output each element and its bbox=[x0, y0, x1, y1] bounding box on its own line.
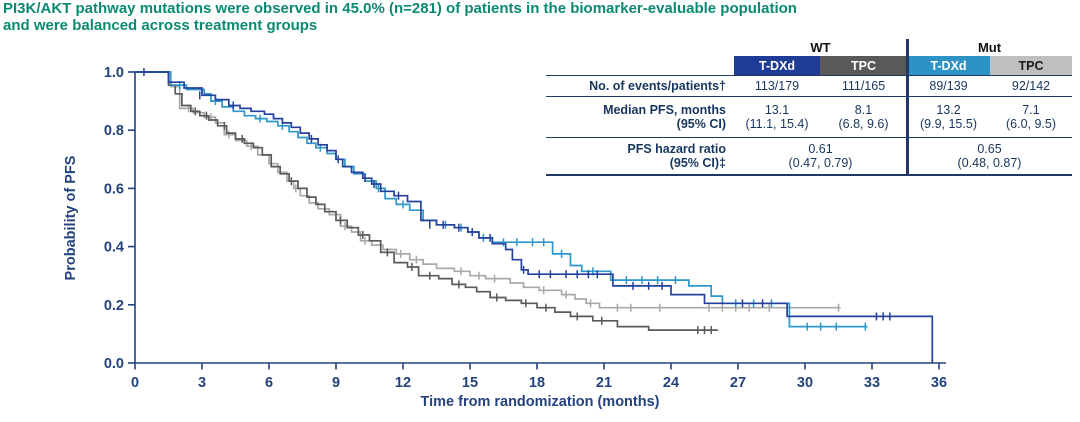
km-curve-tpc-wt bbox=[135, 71, 718, 331]
x-tick-label: 36 bbox=[931, 375, 947, 391]
median-tdxd-wt: 13.1 (11.1, 15.4) bbox=[734, 97, 820, 138]
spacer bbox=[546, 56, 734, 76]
spacer bbox=[546, 39, 734, 56]
x-tick-label: 15 bbox=[462, 375, 478, 391]
median-label-line2: (95% CI) bbox=[676, 117, 726, 131]
summary-table: WT Mut T-DXd TPC T-DXd TPC No. of events… bbox=[546, 39, 1072, 176]
slide-title: PI3K/AKT pathway mutations were observed… bbox=[3, 0, 923, 34]
y-tick-label: 0.4 bbox=[104, 240, 124, 256]
events-tdxd-wt: 113/179 bbox=[734, 76, 820, 97]
slide-title-line2: and were balanced across treatment group… bbox=[3, 16, 318, 34]
x-tick-label: 27 bbox=[730, 375, 746, 391]
hazard-value: 0.61 bbox=[808, 142, 833, 156]
median-tdxd-mut: 13.2 (9.9, 15.5) bbox=[907, 97, 990, 138]
x-tick-label: 12 bbox=[395, 375, 411, 391]
x-tick-label: 0 bbox=[131, 375, 139, 391]
group-header-mut: Mut bbox=[977, 39, 1002, 55]
y-tick-label: 0.0 bbox=[104, 356, 124, 372]
x-tick-label: 21 bbox=[596, 375, 612, 391]
y-tick-label: 0.2 bbox=[104, 298, 124, 314]
row-label-events: No. of events/patients† bbox=[546, 76, 734, 97]
hazard-ci: (0.48, 0.87) bbox=[957, 156, 1022, 170]
group-header-wt: WT bbox=[810, 39, 831, 55]
hazard-mut: 0.65 (0.48, 0.87) bbox=[907, 138, 1072, 176]
row-label-hazard-ratio: PFS hazard ratio (95% CI)‡ bbox=[546, 138, 734, 176]
arm-header-tpc-mut: TPC bbox=[990, 56, 1072, 76]
x-axis-title: Time from randomization (months) bbox=[421, 394, 660, 410]
slide-title-line1: PI3K/AKT pathway mutations were observed… bbox=[3, 0, 797, 17]
median-tpc-wt: 8.1 (6.8, 9.6) bbox=[820, 97, 907, 138]
hazard-label-line1: PFS hazard ratio bbox=[627, 142, 726, 156]
arm-header-tdxd-mut: T-DXd bbox=[907, 56, 990, 76]
wt-mut-divider bbox=[906, 39, 909, 176]
median-value: 13.2 bbox=[936, 103, 961, 117]
median-ci: (6.0, 9.5) bbox=[1005, 117, 1057, 131]
y-tick-label: 0.6 bbox=[104, 181, 124, 197]
hazard-label-line2: (95% CI)‡ bbox=[669, 156, 726, 170]
y-axis-title: Probability of PFS bbox=[63, 155, 79, 280]
km-curve-tdxd-mut bbox=[135, 71, 868, 328]
x-tick-label: 33 bbox=[864, 375, 880, 391]
hazard-wt: 0.61 (0.47, 0.79) bbox=[734, 138, 907, 176]
x-tick-label: 18 bbox=[529, 375, 545, 391]
median-label-line1: Median PFS, months bbox=[603, 103, 726, 117]
row-label-median-pfs: Median PFS, months (95% CI) bbox=[546, 97, 734, 138]
y-tick-label: 0.8 bbox=[104, 123, 124, 139]
arm-header-tdxd-wt: T-DXd bbox=[734, 56, 820, 76]
hazard-value: 0.65 bbox=[977, 142, 1002, 156]
hazard-ci: (0.47, 0.79) bbox=[788, 156, 853, 170]
median-value: 7.1 bbox=[1022, 103, 1040, 117]
events-tdxd-mut: 89/139 bbox=[907, 76, 990, 97]
x-tick-label: 6 bbox=[265, 375, 273, 391]
km-curve-tdxd-wt bbox=[135, 71, 934, 363]
x-tick-label: 3 bbox=[198, 375, 206, 391]
x-tick-label: 30 bbox=[797, 375, 813, 391]
x-tick-label: 24 bbox=[663, 375, 679, 391]
events-tpc-wt: 111/165 bbox=[820, 76, 907, 97]
arm-header-tpc-wt: TPC bbox=[820, 56, 907, 76]
median-ci: (11.1, 15.4) bbox=[745, 117, 809, 131]
events-tpc-mut: 92/142 bbox=[990, 76, 1072, 97]
median-value: 8.1 bbox=[854, 103, 873, 117]
median-value: 13.1 bbox=[764, 103, 790, 117]
median-ci: (6.8, 9.6) bbox=[838, 117, 889, 131]
y-tick-label: 1.0 bbox=[104, 65, 124, 81]
x-tick-label: 9 bbox=[332, 375, 340, 391]
median-tpc-mut: 7.1 (6.0, 9.5) bbox=[990, 97, 1072, 138]
median-ci: (9.9, 15.5) bbox=[920, 117, 977, 131]
